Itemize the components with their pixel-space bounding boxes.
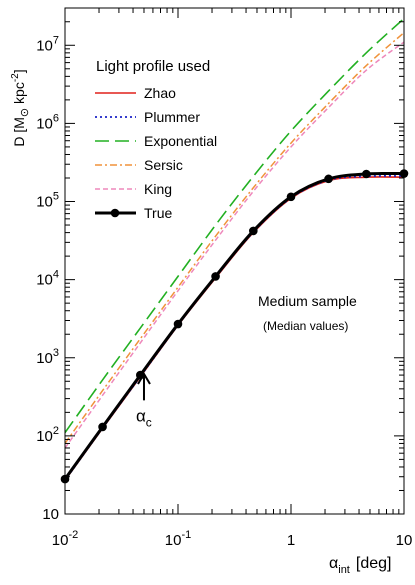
y-axis-label: D [M⊙ kpc-2] xyxy=(10,69,31,146)
series-line-true xyxy=(65,171,404,480)
y-tick-label-1: 102 xyxy=(36,425,59,445)
legend-label-sersic: Sersic xyxy=(144,157,183,173)
legend-label-zhao: Zhao xyxy=(144,85,176,101)
legend-marker-true xyxy=(110,208,120,218)
data-point-true-5 xyxy=(249,226,258,236)
sample-annotation: Medium sample (Median values) xyxy=(258,293,357,333)
y-tick-label-2: 103 xyxy=(36,347,59,367)
x-tick-label-2: 1 xyxy=(287,532,295,549)
data-point-true-6 xyxy=(286,192,296,202)
legend-label-king: King xyxy=(144,181,172,197)
legend: Light profile used Zhao Plummer Exponentia… xyxy=(95,58,217,221)
series-line-sersic xyxy=(65,32,404,444)
y-tick-label-4: 105 xyxy=(36,191,59,211)
alpha-c-label: αc xyxy=(136,406,152,429)
data-point-true-8 xyxy=(362,169,371,179)
alpha-c-arrowhead xyxy=(137,372,151,385)
data-point-true-7 xyxy=(324,174,333,184)
y-tick-label-3: 104 xyxy=(36,269,59,289)
x-tick-label-0: 10-2 xyxy=(52,529,78,549)
tick-labels-layer: 10-2 10-1 1 10 10 102 103 104 105 106 107 xyxy=(36,34,412,549)
sample-subtitle: (Median values) xyxy=(263,319,348,333)
legend-label-plummer: Plummer xyxy=(144,109,200,125)
ticks-layer xyxy=(64,7,405,515)
plot-frame xyxy=(64,7,405,515)
data-point-true-3 xyxy=(173,319,183,329)
sample-title: Medium sample xyxy=(258,293,357,309)
alpha-c-annotation: αc xyxy=(136,372,152,429)
legend-label-true: True xyxy=(144,205,172,221)
data-point-true-1 xyxy=(98,422,107,432)
series-line-exponential xyxy=(65,17,404,434)
legend-items: Zhao Plummer Exponential Sersic King True xyxy=(95,85,217,221)
x-tick-label-1: 10-1 xyxy=(165,529,191,549)
y-tick-label-6: 107 xyxy=(36,34,59,54)
legend-title: Light profile used xyxy=(96,58,210,75)
series-line-king xyxy=(65,41,404,449)
data-point-true-4 xyxy=(211,272,220,281)
series-layer xyxy=(65,17,404,481)
y-tick-label-0: 10 xyxy=(42,506,59,523)
y-tick-label-5: 106 xyxy=(36,112,59,132)
x-axis-label: αint [deg] xyxy=(329,555,391,576)
legend-label-exponential: Exponential xyxy=(144,133,217,149)
x-tick-label-3: 10 xyxy=(396,532,413,549)
